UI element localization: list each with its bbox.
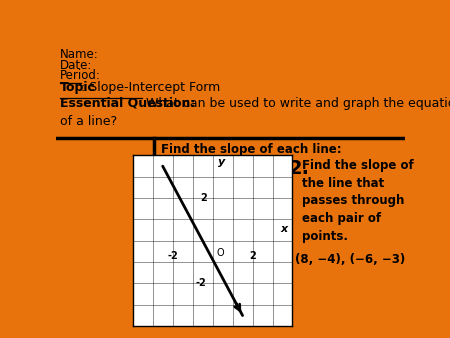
Text: : Slope-Intercept Form: : Slope-Intercept Form	[81, 81, 220, 94]
Text: (8, −4), (−6, −3): (8, −4), (−6, −3)	[295, 253, 405, 266]
Text: 1.: 1.	[161, 159, 182, 178]
Text: points.: points.	[302, 230, 348, 243]
Text: 2: 2	[249, 251, 256, 262]
Text: O: O	[216, 248, 224, 258]
Text: passes through: passes through	[302, 194, 405, 208]
Text: of a line?: of a line?	[60, 115, 117, 128]
Text: Essential Question:: Essential Question:	[60, 97, 195, 110]
Text: Find the slope of each line:: Find the slope of each line:	[161, 143, 342, 156]
Text: each pair of: each pair of	[302, 212, 381, 225]
Text: 2: 2	[200, 193, 207, 203]
Text: Find the slope of: Find the slope of	[302, 159, 414, 172]
Text: Date:: Date:	[60, 59, 92, 72]
Text: What can be used to write and graph the equation: What can be used to write and graph the …	[142, 97, 450, 110]
Text: 2.: 2.	[288, 159, 309, 178]
Text: Name:: Name:	[60, 48, 99, 62]
Text: x: x	[281, 224, 288, 235]
Text: Topic: Topic	[60, 81, 95, 94]
Text: -2: -2	[167, 251, 178, 262]
Text: the line that: the line that	[302, 177, 384, 190]
Text: Period:: Period:	[60, 69, 101, 82]
Text: y: y	[218, 157, 225, 167]
Text: -2: -2	[196, 279, 207, 289]
